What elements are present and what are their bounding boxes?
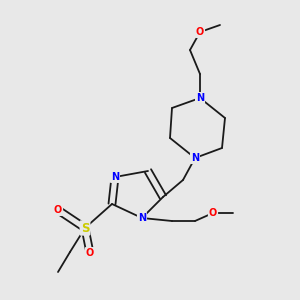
- Text: N: N: [191, 153, 199, 163]
- Text: O: O: [196, 27, 204, 37]
- Text: N: N: [111, 172, 119, 182]
- Text: N: N: [138, 213, 146, 223]
- Text: N: N: [196, 93, 204, 103]
- Text: O: O: [86, 248, 94, 258]
- Text: O: O: [54, 205, 62, 215]
- Text: S: S: [81, 221, 89, 235]
- Text: O: O: [209, 208, 217, 218]
